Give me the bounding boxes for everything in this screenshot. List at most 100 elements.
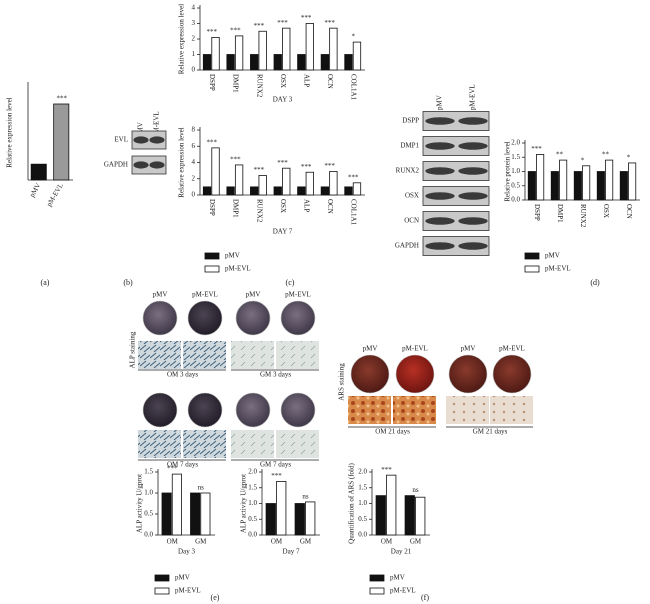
lane-label: pM-EVL <box>402 345 428 353</box>
culture-well <box>448 354 488 394</box>
x-tick-label: OCN <box>326 74 334 89</box>
significance: *** <box>277 19 288 27</box>
bar <box>161 492 172 536</box>
lane-label: pM-EVL <box>469 84 477 110</box>
bar <box>250 54 259 71</box>
bar <box>415 496 426 536</box>
blot-band <box>425 142 455 150</box>
bar <box>234 35 244 71</box>
y-tick-label: 0.5 <box>358 515 367 523</box>
blot-band <box>458 167 488 175</box>
blot-band <box>425 167 455 175</box>
bar <box>305 501 316 536</box>
culture-well <box>395 354 435 394</box>
significance: ns <box>412 486 419 494</box>
culture-well <box>187 300 223 336</box>
image-caption: GM 3 days <box>260 371 291 379</box>
blot-band <box>149 136 165 144</box>
legend-label: pMV <box>390 574 405 582</box>
significance: *** <box>167 465 178 473</box>
y-tick-label: 2.0 <box>511 139 520 147</box>
blot-row-label: EVL <box>114 136 128 144</box>
y-tick-label: 1.5 <box>358 483 367 491</box>
blot-row-label: DSPP <box>402 117 419 125</box>
y-tick-label: 4 <box>192 158 196 166</box>
x-tick-label: OSX <box>279 199 287 213</box>
bar <box>404 495 415 536</box>
x-tick-label: OSX <box>279 74 287 88</box>
bar <box>273 186 282 196</box>
lane-label: pM-EVL <box>192 291 218 299</box>
legend-label: pM-EVL <box>225 265 251 273</box>
x-tick-label: OM <box>381 538 393 546</box>
blot-strip <box>422 236 490 256</box>
blot-band <box>425 117 455 125</box>
culture-well <box>235 300 271 336</box>
legend-swatch <box>369 574 385 582</box>
legend-swatch <box>369 587 385 595</box>
x-tick-label: OCN <box>625 204 633 219</box>
blot-strip <box>422 211 490 231</box>
significance: *** <box>207 28 218 36</box>
x-tick-label: RUNX2 <box>579 204 587 228</box>
bar <box>619 171 628 201</box>
x-tick-label: COL1A1 <box>350 74 358 101</box>
blot-band <box>425 217 455 225</box>
panel-label: (e) <box>211 593 220 602</box>
culture-well <box>142 300 178 336</box>
micrograph <box>348 396 391 424</box>
significance: *** <box>271 472 282 480</box>
significance: ns <box>198 484 205 492</box>
x-tick-label: OCN <box>326 199 334 214</box>
bar <box>276 481 287 536</box>
y-tick-label: 1.0 <box>248 499 257 507</box>
panel-label: (c) <box>286 278 295 287</box>
culture-well <box>187 392 223 428</box>
bar <box>329 27 338 71</box>
significance: *** <box>57 95 68 103</box>
blot-band <box>425 242 455 250</box>
lane-label: pMV <box>246 291 261 299</box>
significance: *** <box>277 159 288 167</box>
bar <box>582 165 591 201</box>
micrograph <box>138 430 181 458</box>
culture-well <box>280 300 316 336</box>
micrograph <box>446 396 489 424</box>
blot-row-label: DMP1 <box>400 142 419 150</box>
blot-band <box>458 117 488 125</box>
panel-label: (d) <box>590 278 600 287</box>
significance: *** <box>301 163 312 171</box>
image-caption: OM 21 days <box>375 428 410 436</box>
blot-row-label: OCN <box>404 217 419 225</box>
image-caption: GM 21 days <box>473 428 508 436</box>
significance: * <box>351 33 355 41</box>
bar <box>265 503 276 536</box>
blot-row-label: RUNX2 <box>396 167 420 175</box>
y-tick-label: 2 <box>192 35 196 43</box>
lane-label: pMV <box>461 345 476 353</box>
bar <box>559 159 568 201</box>
x-tick-label: ALP <box>302 74 310 87</box>
blot-strip <box>422 111 490 131</box>
staining-title: ALP staining <box>129 331 137 368</box>
bar <box>386 474 397 536</box>
bar <box>250 186 259 196</box>
bar <box>344 186 353 196</box>
y-tick-label: 0.0 <box>511 196 520 204</box>
bar <box>305 171 314 196</box>
micrograph <box>393 396 436 424</box>
micrograph <box>183 341 226 369</box>
y-tick-label: 0.5 <box>248 515 257 523</box>
x-tick-label: GM <box>195 538 207 546</box>
legend-swatch <box>524 265 540 273</box>
staining-title: ARS staining <box>338 363 346 401</box>
x-tick-label: DSPP <box>208 199 216 216</box>
legend-label: pM-EVL <box>390 587 416 595</box>
culture-well <box>492 354 532 394</box>
micrograph <box>231 430 274 458</box>
y-tick-label: 0.0 <box>358 531 367 539</box>
lane-label: pM-EVL <box>153 111 161 137</box>
bar <box>305 23 314 71</box>
bar <box>573 171 582 201</box>
